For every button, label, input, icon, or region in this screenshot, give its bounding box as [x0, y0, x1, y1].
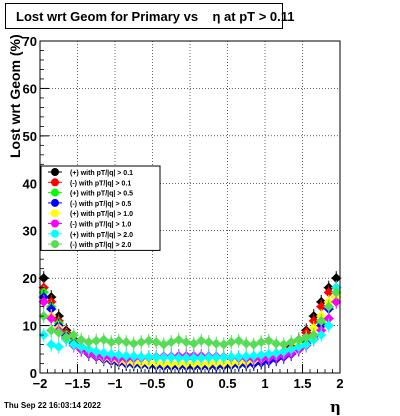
- data-point: [263, 349, 274, 360]
- data-point: [68, 330, 79, 341]
- x-tick-label: 0: [186, 376, 193, 391]
- data-point: [181, 352, 192, 363]
- data-point: [316, 315, 327, 326]
- data-point: [203, 337, 214, 348]
- data-point: [218, 352, 229, 363]
- data-point: [188, 352, 199, 363]
- legend-marker: [51, 240, 59, 249]
- data-point: [106, 349, 117, 360]
- legend-marker: [51, 219, 59, 228]
- data-point: [331, 296, 342, 307]
- x-tick-label: 1.5: [293, 376, 311, 391]
- data-point: [256, 337, 267, 348]
- legend-label: (-) with pT/|q| > 0.5: [70, 201, 131, 208]
- x-tick-label: −2: [33, 376, 48, 391]
- data-point: [143, 335, 154, 346]
- legend-marker: [51, 188, 59, 197]
- data-point: [143, 351, 154, 362]
- data-point: [316, 330, 327, 341]
- data-point: [128, 351, 139, 362]
- data-point: [211, 352, 222, 363]
- data-point: [211, 338, 222, 349]
- data-point: [38, 296, 49, 307]
- legend-marker: [51, 209, 59, 218]
- data-point: [181, 337, 192, 348]
- legend-marker: [51, 168, 59, 176]
- data-point: [226, 337, 237, 348]
- data-point: [113, 335, 124, 346]
- data-point: [173, 352, 184, 363]
- data-point: [323, 320, 334, 331]
- data-point: [203, 352, 214, 363]
- y-tick-label: 50: [23, 129, 37, 144]
- y-tick-label: 70: [23, 34, 37, 49]
- data-point: [196, 335, 207, 346]
- data-point: [158, 352, 169, 363]
- data-point: [271, 338, 282, 349]
- y-tick-label: 60: [23, 81, 37, 96]
- data-point: [121, 350, 132, 361]
- data-point: [128, 338, 139, 349]
- data-point: [121, 337, 132, 348]
- legend-marker: [51, 229, 59, 238]
- y-tick-label: 10: [23, 319, 37, 334]
- legend-label: (+) with pT/|q| > 0.1: [70, 170, 133, 177]
- x-tick-label: −1.5: [65, 376, 91, 391]
- data-point: [241, 351, 252, 362]
- legend-marker: [51, 198, 59, 207]
- legend-box: [40, 165, 161, 251]
- data-point: [136, 351, 147, 362]
- data-point: [196, 352, 207, 363]
- y-tick-label: 30: [23, 224, 37, 239]
- x-tick-label: −0.5: [140, 376, 166, 391]
- y-tick-label: 0: [30, 366, 37, 381]
- data-point: [256, 349, 267, 360]
- legend-marker: [51, 178, 59, 187]
- data-point: [308, 330, 319, 341]
- data-point: [241, 338, 252, 349]
- legend-label: (-) with pT/|q| > 1.0: [70, 222, 131, 229]
- legend-label: (+) with pT/|q| > 0.5: [70, 191, 133, 198]
- legend-label: (+) with pT/|q| > 2.0: [70, 232, 133, 239]
- x-tick-label: −1: [108, 376, 123, 391]
- data-point: [233, 351, 244, 362]
- data-point: [113, 349, 124, 360]
- chart-title: Lost wrt Geom for Primary vs η at pT > 0…: [16, 9, 295, 24]
- x-tick-label: 2: [336, 376, 343, 391]
- data-point: [151, 352, 162, 363]
- data-point: [136, 337, 147, 348]
- data-point: [98, 348, 109, 359]
- data-point: [271, 348, 282, 359]
- data-point: [331, 287, 342, 298]
- y-axis-label: Lost wrt Geom (%): [7, 34, 23, 158]
- data-point: [226, 351, 237, 362]
- data-point: [46, 303, 57, 314]
- data-point: [91, 346, 102, 357]
- data-point: [323, 301, 334, 312]
- legend-label: (+) with pT/|q| > 1.0: [70, 211, 133, 218]
- x-tick-label: 1: [261, 376, 268, 391]
- legend-label: (-) with pT/|q| > 0.1: [70, 180, 131, 187]
- data-point: [53, 327, 64, 338]
- data-point: [91, 335, 102, 346]
- y-tick-label: 40: [23, 176, 37, 191]
- data-point: [106, 337, 117, 348]
- datestamp: Thu Sep 22 16:03:14 2022: [4, 401, 101, 410]
- data-point: [301, 339, 312, 350]
- x-tick-label: 0.5: [218, 376, 236, 391]
- data-point: [323, 287, 334, 298]
- chart-title-box: Lost wrt Geom for Primary vs η at pT > 0…: [5, 3, 295, 29]
- data-point: [53, 341, 64, 352]
- data-point: [331, 273, 342, 284]
- x-axis-label: η: [330, 398, 341, 416]
- data-point: [166, 352, 177, 363]
- legend-label: (-) with pT/|q| > 2.0: [70, 242, 131, 249]
- data-point: [248, 350, 259, 361]
- y-tick-label: 20: [23, 271, 37, 286]
- data-point: [83, 337, 94, 348]
